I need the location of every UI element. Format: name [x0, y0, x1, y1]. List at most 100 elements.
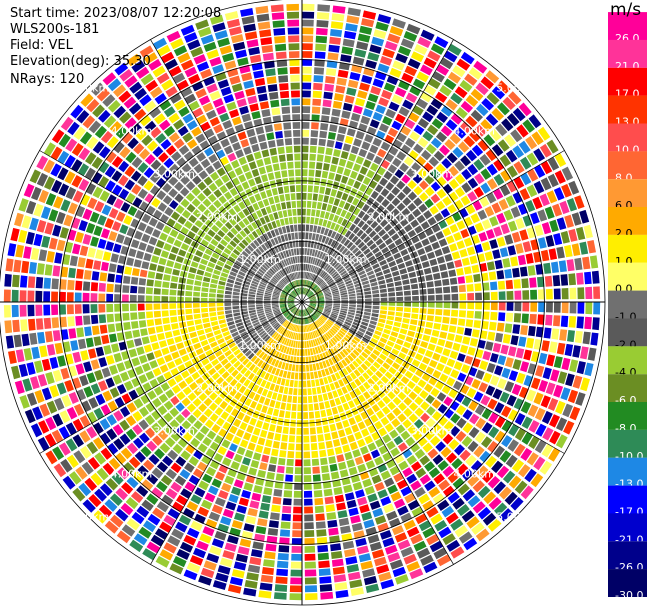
- velocity-gate: [59, 304, 66, 315]
- velocity-gate: [448, 388, 458, 399]
- velocity-gate: [340, 54, 352, 63]
- velocity-gate: [584, 271, 592, 285]
- velocity-gate: [113, 105, 126, 119]
- velocity-gate: [287, 300, 295, 302]
- velocity-gate: [76, 327, 85, 338]
- velocity-gate: [141, 213, 151, 224]
- velocity-gate: [467, 293, 475, 301]
- velocity-gate: [184, 93, 197, 105]
- velocity-gate: [287, 298, 295, 301]
- velocity-gate: [316, 259, 321, 266]
- velocity-gate: [146, 140, 158, 152]
- velocity-gate: [333, 381, 340, 389]
- velocity-gate: [291, 348, 295, 356]
- velocity-gate: [223, 94, 235, 104]
- velocity-gate: [296, 264, 299, 271]
- velocity-gate: [370, 449, 381, 459]
- velocity-gate: [313, 275, 319, 282]
- velocity-gate: [417, 118, 430, 129]
- velocity-gate: [200, 292, 208, 298]
- velocity-gate: [306, 308, 311, 315]
- velocity-gate: [148, 217, 158, 227]
- velocity-gate: [435, 294, 443, 301]
- velocity-gate: [188, 456, 199, 467]
- velocity-gate: [341, 110, 351, 119]
- velocity-gate: [508, 91, 522, 105]
- velocity-gate: [318, 337, 323, 344]
- velocity-gate: [313, 185, 320, 193]
- velocity-gate: [209, 413, 219, 423]
- velocity-gate: [538, 302, 545, 313]
- velocity-gate: [168, 253, 177, 261]
- velocity-gate: [365, 583, 380, 593]
- velocity-gate: [323, 376, 329, 385]
- velocity-gate: [349, 304, 356, 308]
- velocity-gate: [156, 72, 170, 84]
- velocity-gate: [377, 63, 390, 74]
- velocity-gate: [360, 560, 374, 570]
- velocity-gate: [482, 470, 495, 483]
- velocity-gate: [364, 134, 374, 143]
- velocity-gate: [210, 278, 219, 284]
- velocity-gate: [474, 283, 482, 292]
- velocity-gate: [154, 448, 165, 460]
- velocity-gate: [107, 323, 116, 333]
- velocity-gate: [279, 90, 290, 99]
- velocity-gate: [496, 322, 505, 332]
- velocity-gate: [532, 196, 543, 210]
- colorbar-swatch: [608, 179, 647, 208]
- velocity-gate: [587, 240, 596, 254]
- velocity-gate: [224, 298, 232, 302]
- velocity-gate: [69, 471, 82, 485]
- velocity-gate: [247, 564, 261, 574]
- velocity-gate: [166, 218, 176, 228]
- velocity-gate: [458, 141, 470, 153]
- velocity-gate: [241, 239, 249, 247]
- velocity-gate: [333, 486, 343, 495]
- velocity-gate: [335, 321, 342, 327]
- velocity-gate: [106, 304, 114, 313]
- velocity-gate: [569, 406, 581, 421]
- velocity-gate: [99, 272, 108, 282]
- velocity-gate: [334, 582, 348, 591]
- velocity-gate: [315, 35, 328, 44]
- velocity-gate: [93, 260, 102, 270]
- velocity-gate: [256, 306, 264, 310]
- velocity-gate: [319, 281, 326, 287]
- velocity-gate: [198, 392, 208, 402]
- velocity-gate: [200, 567, 215, 579]
- velocity-gate: [236, 446, 246, 456]
- velocity-gate: [289, 273, 294, 281]
- velocity-gate: [311, 323, 316, 330]
- velocity-gate: [497, 139, 510, 152]
- velocity-gate: [349, 579, 363, 589]
- velocity-gate: [546, 354, 556, 367]
- velocity-gate: [364, 298, 372, 302]
- velocity-gate: [302, 129, 310, 137]
- velocity-gate: [37, 437, 50, 452]
- velocity-gate: [168, 176, 179, 186]
- velocity-gate: [241, 164, 250, 173]
- velocity-gate: [97, 214, 107, 226]
- velocity-gate: [264, 372, 270, 381]
- velocity-gate: [498, 291, 506, 300]
- velocity-gate: [368, 341, 376, 348]
- velocity-gate: [189, 555, 204, 566]
- velocity-gate: [432, 493, 445, 505]
- velocity-gate: [278, 154, 286, 162]
- velocity-gate: [188, 214, 197, 224]
- velocity-gate: [439, 263, 447, 272]
- velocity-gate: [420, 412, 430, 423]
- velocity-gate: [278, 75, 289, 83]
- velocity-gate: [500, 169, 512, 182]
- velocity-gate: [510, 129, 523, 143]
- velocity-gate: [123, 275, 131, 284]
- velocity-gate: [222, 268, 230, 274]
- velocity-gate: [90, 383, 101, 395]
- velocity-gate: [213, 453, 224, 463]
- velocity-gate: [272, 496, 282, 505]
- velocity-gate: [401, 72, 414, 84]
- velocity-gate: [78, 147, 91, 161]
- velocity-gate: [185, 291, 193, 297]
- velocity-gate: [317, 319, 323, 326]
